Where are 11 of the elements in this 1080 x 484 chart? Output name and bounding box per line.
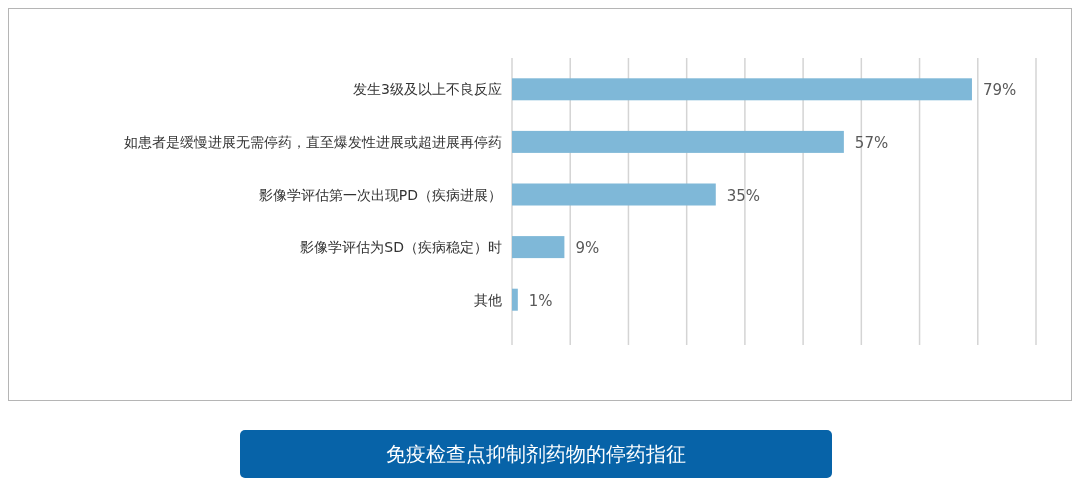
text: 免疫检查点抑制剂药物的停药指征 xyxy=(386,442,686,466)
y-tick-label: 影像学评估第一次出现PD（疾病进展） xyxy=(258,186,502,203)
data-label: 35% xyxy=(726,186,761,205)
data-label: 79% xyxy=(982,81,1017,100)
y-tick-label: 其他 xyxy=(474,291,502,308)
y-tick-label: 发生3级及以上不良反应 xyxy=(353,81,502,98)
y-tick-label: 如患者是缓慢进展无需停药，直至爆发性进展或超进展再停药 xyxy=(124,133,502,150)
y-tick-label: 影像学评估为SD（疾病稳定）时 xyxy=(300,239,502,256)
data-label: 9% xyxy=(575,239,600,258)
data-label: 1% xyxy=(528,291,553,310)
data-label: 57% xyxy=(854,133,889,152)
